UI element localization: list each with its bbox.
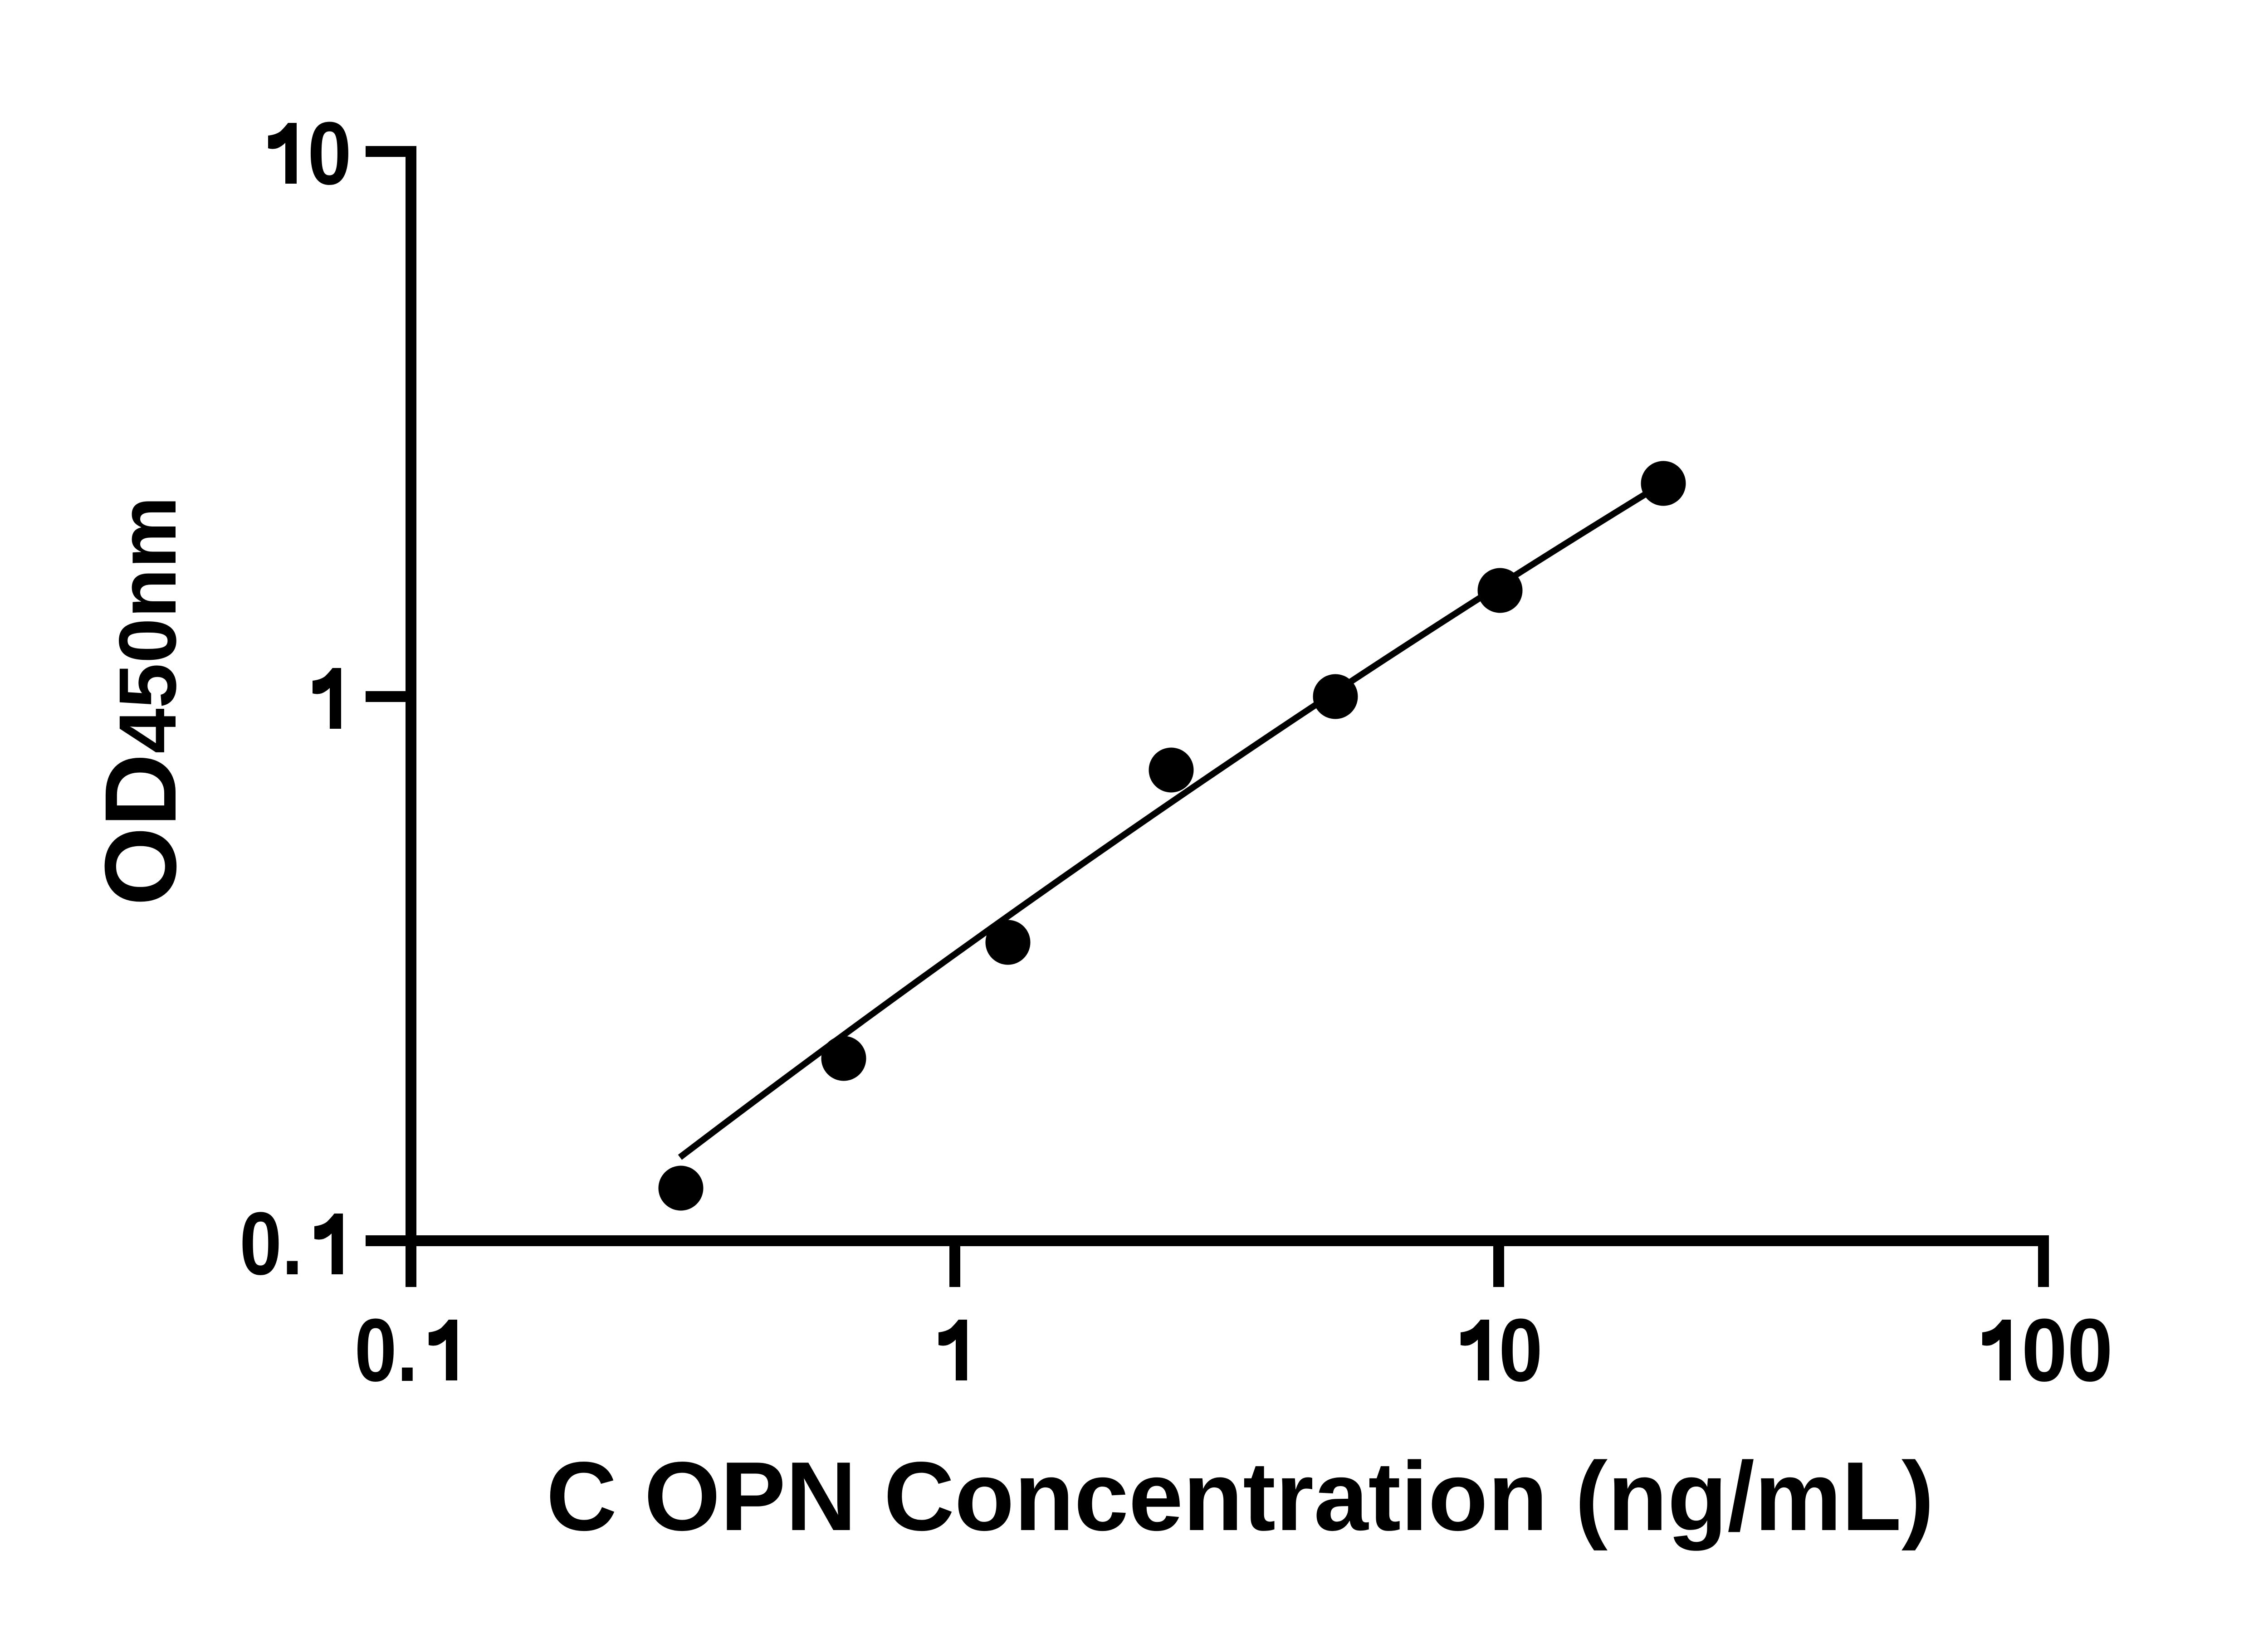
svg-text:C OPN Concentration (ng/mL): C OPN Concentration (ng/mL): [546, 1441, 1934, 1551]
svg-text:OD450nm: OD450nm: [84, 496, 197, 906]
